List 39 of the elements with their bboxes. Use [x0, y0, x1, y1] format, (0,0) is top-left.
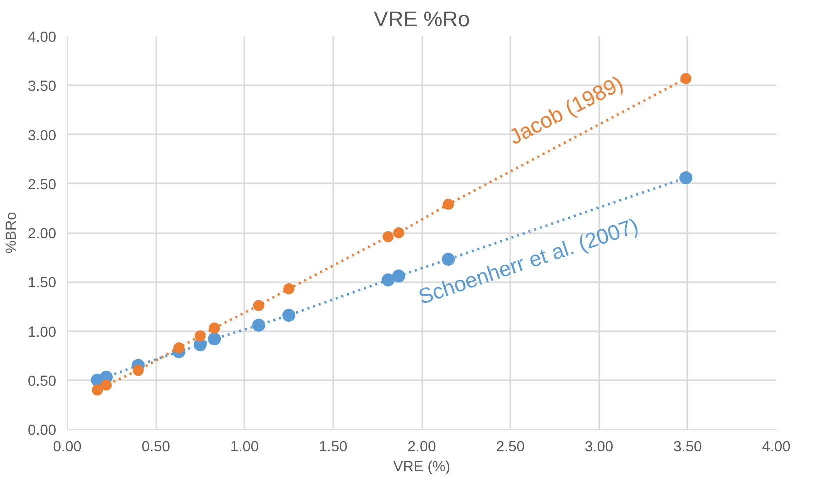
point [253, 300, 264, 312]
point [284, 284, 295, 294]
y-tick-label: 3.00 [28, 128, 57, 144]
y-tick-label: 1.00 [28, 324, 57, 341]
y-tick-label: 2.50 [28, 177, 57, 194]
point [393, 228, 404, 238]
x-tick-label: 2.50 [496, 440, 525, 456]
chart-title: VRE %Ro [374, 8, 470, 32]
x-axis-title: VRE (%) [394, 460, 451, 476]
x-tick-label: 1.00 [230, 440, 260, 456]
x-tick-label: 4.00 [762, 440, 791, 456]
y-tick-label: 0.00 [28, 423, 57, 439]
point [92, 384, 104, 396]
x-tick-label: 0.00 [53, 440, 82, 456]
x-tick-label: 0.50 [142, 440, 170, 456]
x-tick-label: 3.50 [674, 440, 702, 456]
x-tick-label: 2.00 [408, 440, 436, 456]
point [382, 231, 394, 242]
point [174, 342, 185, 354]
point [680, 171, 693, 184]
point [194, 330, 206, 342]
point [252, 318, 266, 332]
y-tick-label: 0.50 [28, 374, 57, 390]
point [382, 274, 395, 287]
point [208, 332, 222, 346]
point [100, 380, 112, 391]
y-tick-label: 3.50 [28, 79, 57, 96]
point [392, 270, 406, 283]
y-tick-label: 2.00 [28, 226, 57, 242]
y-tick-label: 1.50 [28, 276, 57, 292]
point [443, 199, 454, 210]
x-tick-label: 1.50 [319, 440, 348, 456]
point [680, 73, 692, 84]
point [282, 309, 296, 322]
x-tick-label: 3.00 [584, 440, 614, 456]
y-tick-label: 4.00 [28, 30, 57, 46]
point [209, 322, 220, 334]
point [132, 365, 144, 376]
y-axis-title: %BRo [4, 212, 20, 254]
